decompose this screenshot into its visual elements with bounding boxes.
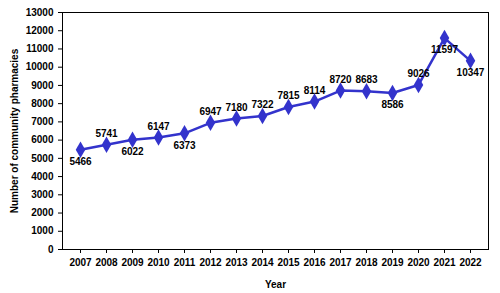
svg-text:Number of community pharmacies: Number of community pharmacies (9, 48, 20, 213)
svg-text:2017: 2017 (329, 257, 352, 268)
svg-text:2021: 2021 (433, 257, 456, 268)
svg-text:2022: 2022 (459, 257, 482, 268)
svg-text:7000: 7000 (31, 116, 54, 127)
svg-text:2015: 2015 (277, 257, 300, 268)
svg-text:8000: 8000 (31, 98, 54, 109)
svg-text:2013: 2013 (225, 257, 248, 268)
svg-text:2019: 2019 (381, 257, 404, 268)
svg-text:0: 0 (48, 244, 54, 255)
svg-text:8114: 8114 (304, 85, 326, 96)
svg-text:2011: 2011 (174, 257, 196, 268)
svg-text:2014: 2014 (251, 257, 274, 268)
svg-text:12000: 12000 (26, 25, 54, 36)
svg-text:11597: 11597 (431, 44, 459, 55)
svg-text:9000: 9000 (31, 80, 54, 91)
svg-text:9026: 9026 (407, 68, 430, 79)
svg-text:5466: 5466 (69, 156, 92, 167)
svg-text:7322: 7322 (251, 99, 274, 110)
svg-text:2010: 2010 (147, 257, 170, 268)
svg-text:8586: 8586 (381, 99, 404, 110)
svg-text:5000: 5000 (31, 153, 54, 164)
svg-text:6000: 6000 (31, 134, 54, 145)
svg-text:2000: 2000 (31, 207, 54, 218)
svg-text:Year: Year (265, 279, 286, 290)
svg-text:2018: 2018 (355, 257, 378, 268)
svg-text:2012: 2012 (199, 257, 222, 268)
svg-text:7180: 7180 (225, 102, 248, 113)
svg-text:6147: 6147 (147, 121, 170, 132)
svg-text:3000: 3000 (31, 189, 54, 200)
svg-text:2009: 2009 (121, 257, 144, 268)
svg-text:7815: 7815 (277, 90, 300, 101)
svg-text:4000: 4000 (31, 171, 54, 182)
svg-text:6947: 6947 (199, 106, 222, 117)
svg-text:5741: 5741 (95, 128, 118, 139)
svg-text:2008: 2008 (95, 257, 118, 268)
svg-text:13000: 13000 (26, 7, 54, 18)
svg-text:2016: 2016 (303, 257, 326, 268)
svg-text:8683: 8683 (355, 74, 378, 85)
svg-text:8720: 8720 (329, 74, 352, 85)
svg-text:6373: 6373 (173, 140, 196, 151)
svg-text:1000: 1000 (31, 225, 54, 236)
svg-text:10347: 10347 (457, 67, 485, 78)
svg-text:2020: 2020 (407, 257, 430, 268)
svg-text:10000: 10000 (26, 61, 54, 72)
svg-text:2007: 2007 (69, 257, 92, 268)
svg-text:6022: 6022 (121, 146, 144, 157)
svg-text:11000: 11000 (26, 43, 54, 54)
